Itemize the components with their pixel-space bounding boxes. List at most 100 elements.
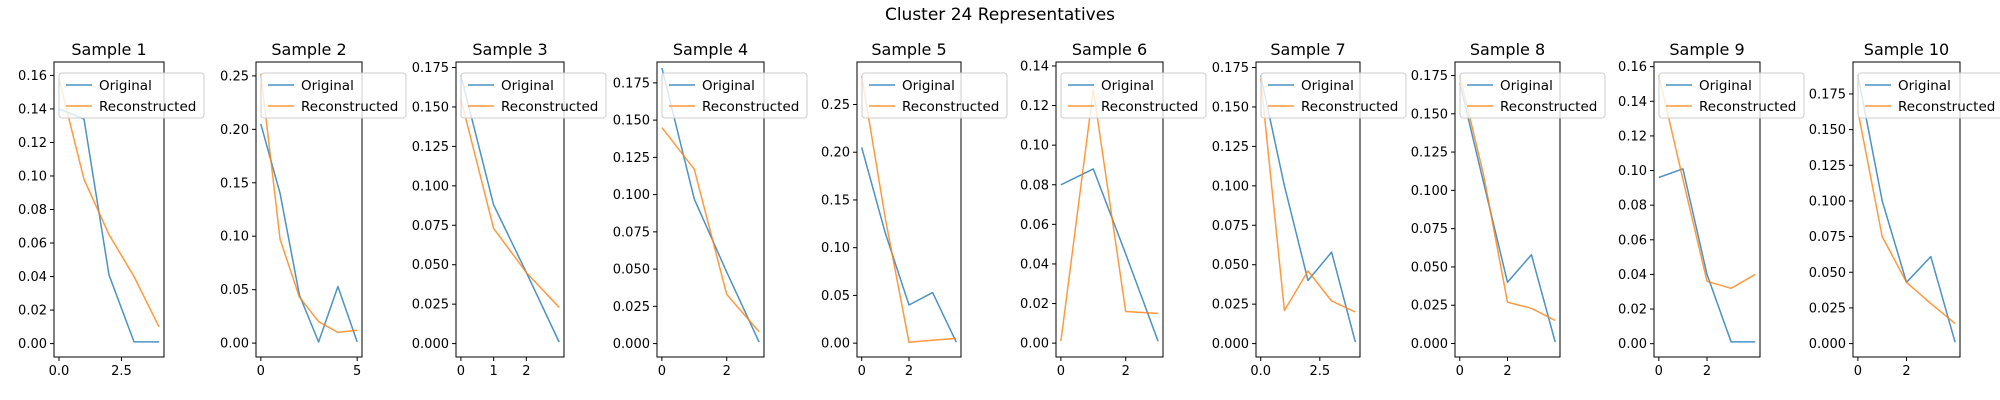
x-tick-label: 0 (1057, 364, 1065, 379)
x-tick-label: 0 (858, 364, 866, 379)
x-tick-label: 2.5 (111, 364, 132, 379)
x-tick-label: 0 (1854, 364, 1862, 379)
y-tick-label: 0.02 (1618, 303, 1647, 318)
legend-frame (861, 72, 1008, 119)
y-tick-label: 0.125 (1411, 146, 1448, 161)
series-line-original (1658, 168, 1756, 343)
legend-label: Original (1101, 78, 1154, 94)
y-tick-label: 0.00 (18, 337, 47, 352)
y-tick-label: 0.175 (412, 61, 449, 76)
y-tick-label: 0.125 (613, 151, 650, 166)
x-tick-label: 2 (905, 364, 913, 379)
x-tick-label: 2 (1703, 364, 1711, 379)
y-tick-label: 0.075 (412, 219, 449, 234)
y-tick-label: 0.175 (1212, 61, 1249, 76)
y-tick-label: 0.125 (1212, 140, 1249, 155)
series-line-original (1259, 75, 1357, 343)
y-tick-label: 0.05 (220, 283, 249, 298)
subplot-title: Sample 1 (71, 40, 146, 59)
series-line-original (1459, 82, 1556, 343)
y-tick-label: 0.175 (1411, 69, 1448, 84)
subplot-3: Sample 3 0.000 0.025 0.050 0.075 0.100 0.125 0.… (412, 40, 607, 379)
series-line-original (58, 108, 159, 343)
legend-label: Original (301, 78, 354, 94)
y-tick-label: 0.025 (1809, 301, 1846, 316)
subplot-title: Sample 4 (673, 40, 748, 59)
subplot-2: Sample 2 0.00 0.05 0.10 0.15 0.20 0.25 0 5 Origin… (220, 40, 407, 379)
y-tick-label: 0.050 (1212, 258, 1249, 273)
y-tick-label: 0.100 (613, 188, 650, 203)
x-tick-label: 0 (1456, 364, 1464, 379)
y-tick-label: 0.08 (18, 203, 47, 218)
subplot-title: Sample 5 (871, 40, 946, 59)
subplot-9: Sample 9 0.00 0.02 0.04 0.06 0.08 0.10 0.12 0.14… (1618, 40, 1805, 379)
axes-frame (53, 61, 165, 358)
legend-label: Reconstructed (1699, 99, 1796, 115)
legend-label: Reconstructed (501, 99, 598, 115)
axes-frame (656, 61, 765, 358)
y-tick-label: 0.025 (412, 298, 449, 313)
legend-label: Reconstructed (99, 99, 196, 115)
y-tick-label: 0.050 (412, 258, 449, 273)
x-tick-label: 0 (257, 364, 265, 379)
legend: Original Reconstructed (1260, 72, 1407, 119)
y-tick-label: 0.025 (1212, 298, 1249, 313)
y-tick-label: 0.12 (18, 136, 47, 151)
legend-label: Original (1301, 78, 1354, 94)
legend-frame (1857, 72, 2000, 119)
subplot-title: Sample 6 (1072, 40, 1147, 59)
legend-label: Original (702, 78, 755, 94)
legend-label: Reconstructed (1500, 99, 1597, 115)
y-tick-label: 0.02 (1020, 297, 1049, 312)
x-tick-label: 2.5 (1309, 364, 1330, 379)
y-tick-label: 0.04 (1618, 268, 1647, 283)
legend-label: Original (501, 78, 554, 94)
subplot-4: Sample 4 0.000 0.025 0.050 0.075 0.100 0.125 0.… (613, 40, 808, 379)
legend-label: Reconstructed (1898, 99, 1995, 115)
legend: Original Reconstructed (260, 72, 407, 119)
axes-frame (255, 61, 363, 358)
legend-label: Original (902, 78, 955, 94)
legend-label: Reconstructed (1301, 99, 1398, 115)
subplot-10: Sample 10 0.000 0.025 0.050 0.075 0.100 0.125 0… (1809, 40, 2000, 379)
x-tick-label: 0.0 (1250, 364, 1271, 379)
legend-label: Reconstructed (902, 99, 999, 115)
y-tick-label: 0.175 (1809, 87, 1846, 102)
axes-frame (1653, 61, 1761, 358)
series-line-reconstructed (58, 78, 160, 328)
y-tick-label: 0.16 (1618, 60, 1647, 75)
series-line-original (661, 67, 760, 343)
y-tick-label: 0.075 (613, 225, 650, 240)
x-tick-label: 0.0 (49, 364, 70, 379)
legend-frame (1459, 72, 1606, 119)
legend-frame (58, 72, 205, 119)
y-tick-label: 0.100 (1809, 194, 1846, 209)
series-line-reconstructed (1259, 78, 1356, 313)
axes-frame (856, 61, 962, 358)
y-tick-label: 0.15 (220, 176, 249, 191)
y-tick-label: 0.075 (1212, 219, 1249, 234)
legend-frame (460, 72, 607, 119)
y-tick-label: 0.000 (1411, 337, 1448, 352)
y-tick-label: 0.00 (1618, 337, 1647, 352)
legend-frame (1060, 72, 1207, 119)
legend-label: Reconstructed (1101, 99, 1198, 115)
legend-frame (1260, 72, 1407, 119)
legend: Original Reconstructed (1060, 72, 1207, 119)
series-line-reconstructed (1658, 75, 1756, 290)
y-tick-label: 0.14 (18, 102, 47, 117)
y-tick-label: 0.15 (821, 193, 850, 208)
y-tick-label: 0.125 (412, 140, 449, 155)
legend-label: Original (1898, 78, 1951, 94)
y-tick-label: 0.100 (1212, 179, 1249, 194)
series-line-reconstructed (1459, 75, 1556, 322)
axes-frame (1454, 61, 1561, 358)
y-tick-label: 0.08 (1020, 178, 1049, 193)
series-line-original (460, 75, 560, 343)
y-tick-label: 0.06 (18, 237, 47, 252)
legend-frame (661, 72, 808, 119)
legend-label: Original (1500, 78, 1553, 94)
legend: Original Reconstructed (1658, 72, 1805, 119)
y-tick-label: 0.20 (821, 146, 850, 161)
subplot-title: Sample 8 (1470, 40, 1545, 59)
